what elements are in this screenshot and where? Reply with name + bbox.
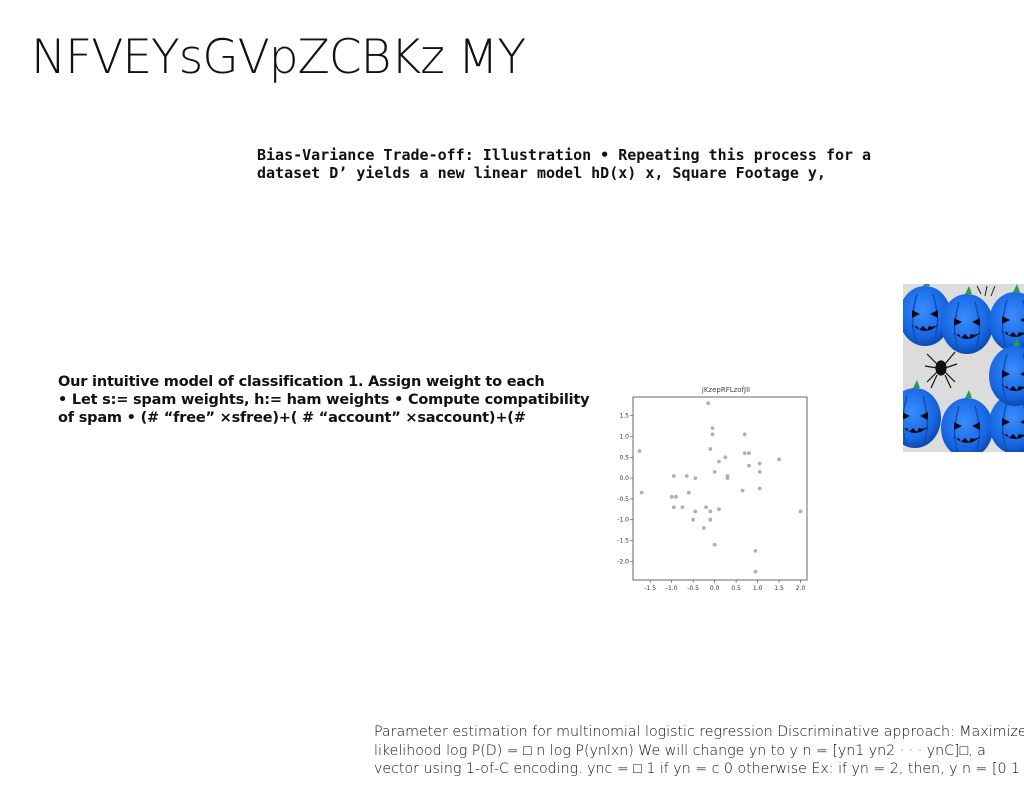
y-tick-label: -0.5 (617, 496, 629, 503)
x-tick-label: 1.0 (753, 585, 763, 592)
scatter-point (701, 526, 706, 530)
scatter-point (691, 517, 696, 522)
classification-line-1: Our intuitive model of classification 1.… (58, 374, 545, 390)
scatter-point (712, 542, 717, 547)
scatter-point (693, 509, 698, 514)
pumpkin-image (903, 284, 1024, 452)
scatter-point (747, 451, 751, 456)
scatter-point (742, 432, 747, 437)
scatter-point (708, 517, 713, 522)
scatter-point (671, 474, 676, 478)
x-tick-label: 1.5 (774, 585, 784, 592)
scatter-point (747, 463, 751, 468)
scatter-point (757, 461, 762, 466)
scatter-point (753, 548, 758, 553)
scatter-point (708, 447, 713, 451)
scatter-point (680, 505, 685, 510)
scatter-point (757, 469, 762, 474)
scatter-point (710, 426, 715, 431)
y-tick-label: -2.0 (617, 558, 629, 565)
scatter-point (686, 490, 691, 495)
pumpkin-picture (903, 284, 1024, 452)
x-tick-label: 0.0 (710, 585, 720, 592)
scatter-point (717, 459, 721, 464)
plot-frame (632, 396, 808, 581)
y-tick-label: -1.0 (617, 517, 629, 524)
scatter-point (706, 401, 711, 406)
y-tick-label: 1.0 (619, 434, 629, 441)
scatter-point (710, 432, 715, 437)
scatter-point (742, 451, 747, 456)
scatter-point (753, 569, 758, 574)
parameter-line-1: Parameter estimation for multinomial log… (374, 724, 1024, 740)
x-tick-label: 0.5 (731, 585, 741, 592)
x-tick-label: 2.0 (796, 585, 806, 592)
scatter-point (717, 507, 721, 512)
bias-variance-text-block: Bias-Variance Trade-off: Illustration • … (257, 146, 897, 182)
scatter-point (671, 505, 676, 510)
axis-ticks: -1.5 -1.0 -0.5 0.0 0.5 1.0 1.5 2.0 1.5 1.0 0.5 0.0 -… (617, 413, 805, 592)
scatter-point (704, 505, 708, 510)
bias-variance-line-1: Bias-Variance Trade-off: Illustration • … (257, 146, 872, 164)
parameter-estimation-text-block: Parameter estimation for multinomial log… (374, 723, 1024, 779)
y-tick-label: 0.0 (619, 475, 629, 482)
slide-title: NFVEYsGVpZCBKz MY (31, 30, 526, 85)
y-tick-label: 0.5 (619, 454, 629, 461)
scatter-point (777, 457, 781, 462)
classification-line-2: • Let s:= spam weights, h:= ham weights … (58, 392, 590, 408)
parameter-line-3: vector using 1-of-C encoding. ync = □ 1 … (374, 761, 1024, 777)
y-tick-label: -1.5 (617, 537, 629, 544)
chart-title: jKzepRFLzofJlI (701, 386, 750, 394)
scatter-point (637, 449, 642, 453)
classification-line-3: of spam • (# “free” ×sfree)+( # “account… (58, 410, 526, 426)
spider-icon (924, 351, 958, 389)
scatter-point (757, 486, 762, 491)
scatter-point (669, 494, 674, 499)
bias-variance-line-2: dataset D’ yields a new linear model hD(… (257, 164, 826, 182)
scatter-point (639, 490, 644, 495)
scatter-plot-figure: jKzepRFLzofJlI -1.5 -1.0 -0.5 0.0 0.5 1.0 1.5 2… (612, 382, 812, 594)
x-tick-label: -0.5 (687, 585, 699, 592)
scatter-point (684, 474, 689, 478)
scatter-point (708, 509, 713, 514)
scatter-point (725, 476, 730, 481)
x-tick-label: -1.5 (644, 585, 656, 592)
y-tick-label: 1.5 (619, 413, 629, 420)
scatter-point (798, 509, 803, 514)
data-points (637, 401, 803, 574)
scatter-point (693, 476, 698, 481)
scatter-point (674, 494, 678, 499)
scatter-point (712, 469, 717, 474)
x-tick-label: -1.0 (666, 585, 678, 592)
scatter-point (740, 488, 745, 493)
classification-text-block: Our intuitive model of classification 1.… (58, 373, 618, 427)
spider-leg-shape (976, 285, 996, 297)
scatter-plot-svg: jKzepRFLzofJlI -1.5 -1.0 -0.5 0.0 0.5 1.0 1.5 2… (617, 386, 808, 592)
scatter-point (723, 455, 728, 460)
parameter-line-2: likelihood log P(D) = □ n log P(ynlxn) W… (374, 742, 986, 759)
